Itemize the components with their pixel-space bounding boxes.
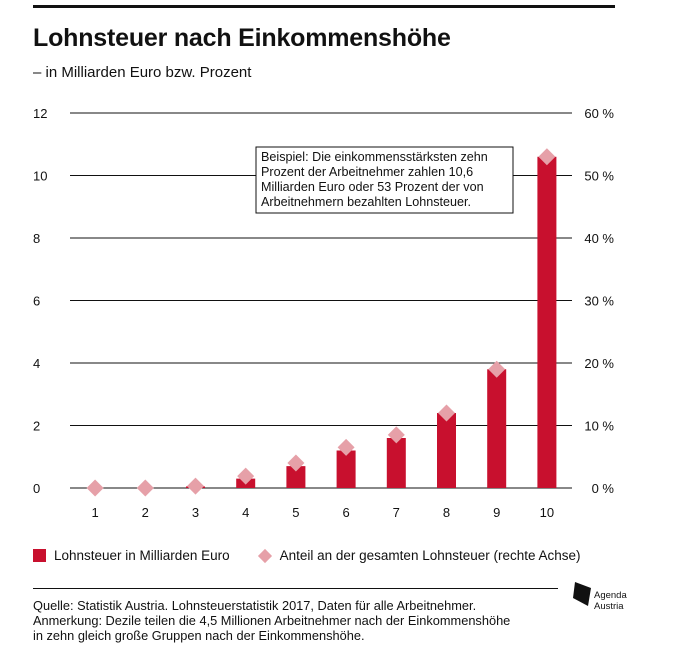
share-diamond xyxy=(488,360,506,378)
category-label: 2 xyxy=(142,505,149,520)
agenda-austria-logo: Agenda Austria xyxy=(572,578,627,618)
share-diamond xyxy=(187,477,204,495)
left-tick-label: 0 xyxy=(33,481,40,496)
share-diamond xyxy=(136,479,154,497)
left-tick-label: 6 xyxy=(33,294,40,309)
right-tick-label: 50 % xyxy=(584,169,614,184)
share-diamond xyxy=(337,438,355,456)
right-tick-label: 0 % xyxy=(592,481,615,496)
annotation-line: Arbeitnehmern bezahlten Lohnsteuer. xyxy=(261,195,471,209)
logo-text-2: Austria xyxy=(594,601,624,612)
right-tick-label: 20 % xyxy=(584,356,614,371)
logo-mark-icon xyxy=(573,582,591,606)
bar xyxy=(437,413,456,488)
left-tick-label: 2 xyxy=(33,419,40,434)
legend-bar-label: Lohnsteuer in Milliarden Euro xyxy=(54,548,230,563)
category-label: 6 xyxy=(342,505,349,520)
legend-diamond-label: Anteil an der gesamten Lohnsteuer (recht… xyxy=(279,548,581,563)
share-diamond xyxy=(287,454,305,472)
annotation-line: Prozent der Arbeitnehmer zahlen 10,6 xyxy=(261,165,473,179)
chart-title: Lohnsteuer nach Einkommenshöhe xyxy=(33,24,451,52)
footnote: Quelle: Statistik Austria. Lohnsteuersta… xyxy=(33,598,573,643)
category-label: 1 xyxy=(91,505,98,520)
right-tick-label: 10 % xyxy=(584,419,614,434)
left-tick-label: 4 xyxy=(33,356,40,371)
right-tick-label: 40 % xyxy=(584,231,614,246)
category-label: 8 xyxy=(443,505,450,520)
right-tick-label: 60 % xyxy=(584,106,614,121)
bar xyxy=(286,466,306,488)
annotation-line: Beispiel: Die einkommensstärksten zehn xyxy=(261,150,488,164)
chart-subtitle: – in Milliarden Euro bzw. Prozent xyxy=(33,64,252,81)
left-tick-label: 8 xyxy=(33,231,40,246)
footer-rule xyxy=(33,588,558,589)
bar xyxy=(487,369,507,488)
left-tick-label: 12 xyxy=(33,106,47,121)
annotation-line: Milliarden Euro oder 53 Prozent der von xyxy=(261,180,484,194)
category-label: 10 xyxy=(540,505,554,520)
legend-bar-swatch xyxy=(33,549,46,562)
share-diamond xyxy=(538,148,556,166)
bar xyxy=(537,156,557,488)
category-label: 3 xyxy=(192,505,199,520)
bar xyxy=(386,438,406,488)
logo-text-1: Agenda xyxy=(594,590,627,601)
footnote-note-1: Anmerkung: Dezile teilen die 4,5 Million… xyxy=(33,613,511,628)
bar xyxy=(336,450,356,488)
footnote-note-2: in zehn gleich große Gruppen nach der Ei… xyxy=(33,628,365,643)
annotation-box xyxy=(255,146,514,214)
category-label: 9 xyxy=(493,505,500,520)
legend-diamond-swatch xyxy=(257,548,272,563)
left-tick-label: 10 xyxy=(33,169,47,184)
category-label: 4 xyxy=(242,505,249,520)
footnote-source: Quelle: Statistik Austria. Lohnsteuersta… xyxy=(33,598,477,613)
share-diamond xyxy=(438,404,455,422)
share-diamond xyxy=(237,467,255,485)
category-label: 5 xyxy=(292,505,299,520)
top-rule xyxy=(33,5,615,8)
category-label: 7 xyxy=(393,505,400,520)
right-tick-label: 30 % xyxy=(584,294,614,309)
share-diamond xyxy=(86,479,104,497)
legend: Lohnsteuer in Milliarden Euro Anteil an … xyxy=(33,548,581,563)
share-diamond xyxy=(387,426,405,444)
